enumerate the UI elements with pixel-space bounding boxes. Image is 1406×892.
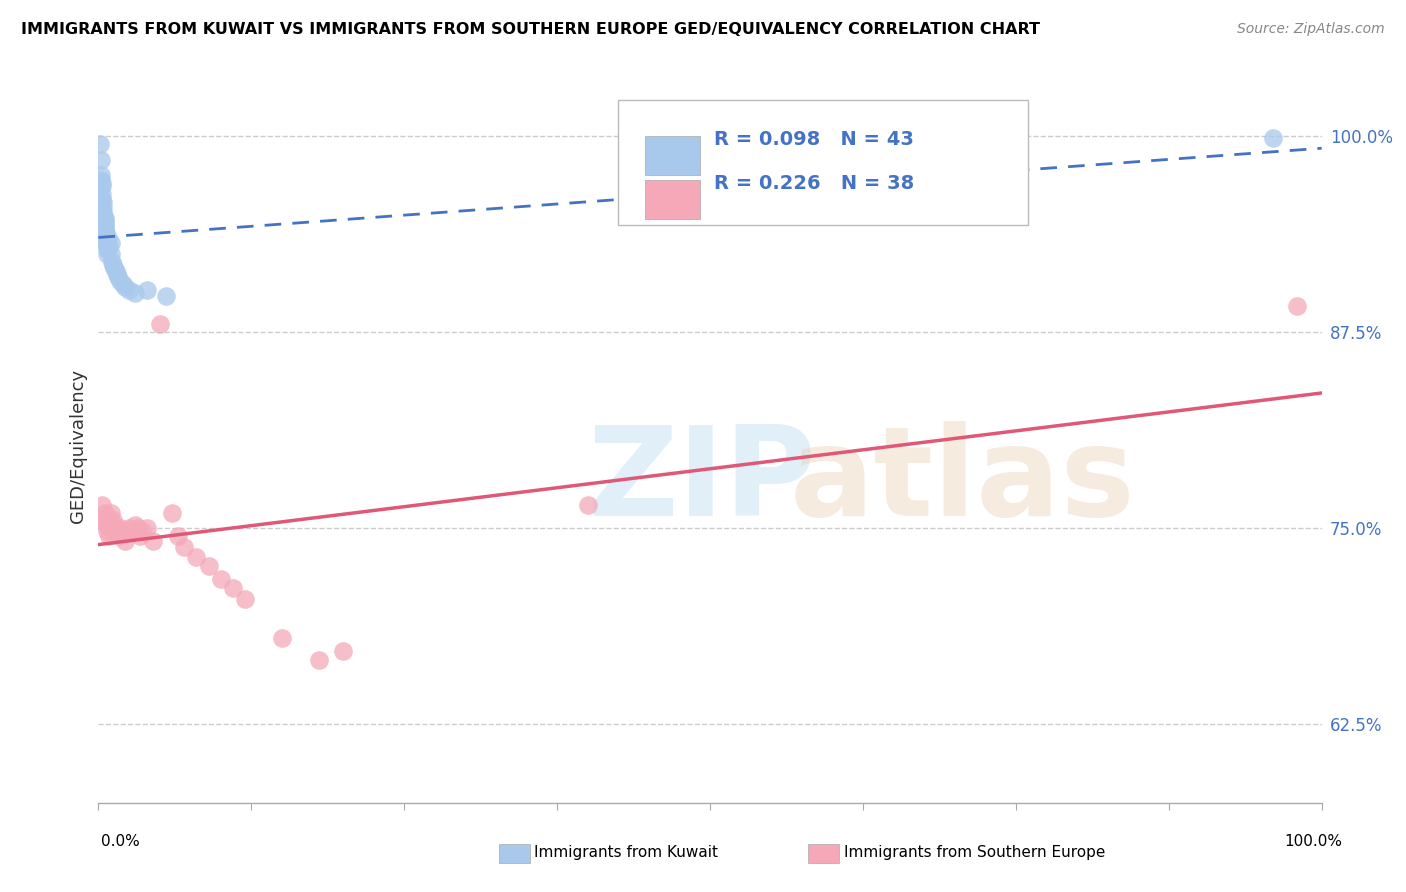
Point xyxy=(90,173,112,187)
Point xyxy=(93,214,115,228)
Point xyxy=(142,533,165,548)
Point xyxy=(91,498,114,512)
Point xyxy=(96,239,118,253)
Point xyxy=(100,247,122,261)
Point xyxy=(94,235,117,250)
Point xyxy=(97,231,120,245)
Point xyxy=(93,223,115,237)
Text: Source: ZipAtlas.com: Source: ZipAtlas.com xyxy=(1237,22,1385,37)
Point xyxy=(1286,299,1309,313)
Point xyxy=(93,506,115,520)
Point xyxy=(97,514,120,528)
Point xyxy=(114,533,136,548)
Point xyxy=(93,211,115,225)
Point xyxy=(96,247,118,261)
Y-axis label: GED/Equivalency: GED/Equivalency xyxy=(69,369,87,523)
Point xyxy=(91,176,114,190)
Point xyxy=(118,521,141,535)
Point xyxy=(209,572,232,586)
Point xyxy=(270,631,294,645)
Point xyxy=(131,524,153,539)
FancyBboxPatch shape xyxy=(645,136,700,175)
Point xyxy=(91,195,114,210)
Point xyxy=(111,524,134,539)
Point xyxy=(91,192,114,206)
Point xyxy=(155,289,177,303)
Text: R = 0.226   N = 38: R = 0.226 N = 38 xyxy=(714,174,914,193)
Point xyxy=(90,153,112,167)
Text: R = 0.098   N = 43: R = 0.098 N = 43 xyxy=(714,129,914,149)
Point xyxy=(91,204,114,219)
Text: ZIP: ZIP xyxy=(588,421,817,542)
Text: atlas: atlas xyxy=(790,421,1135,542)
Text: Immigrants from Kuwait: Immigrants from Kuwait xyxy=(534,846,718,860)
Point xyxy=(118,283,141,297)
Point xyxy=(173,540,195,554)
Point xyxy=(91,208,114,222)
Point xyxy=(98,239,121,253)
Point xyxy=(160,506,183,520)
Point xyxy=(104,264,127,278)
Point xyxy=(105,267,128,281)
Point xyxy=(97,242,120,256)
Point xyxy=(124,518,146,533)
Point xyxy=(186,549,208,564)
Point xyxy=(332,643,354,657)
Point xyxy=(1261,131,1284,145)
Point xyxy=(101,254,124,268)
Point xyxy=(121,524,143,539)
Point xyxy=(96,242,118,256)
Point xyxy=(94,227,117,241)
Point xyxy=(91,187,114,202)
Point xyxy=(167,529,190,543)
Point xyxy=(110,274,132,288)
Text: 100.0%: 100.0% xyxy=(1285,834,1343,849)
Point xyxy=(103,260,125,275)
Point xyxy=(136,521,159,535)
Point xyxy=(114,280,136,294)
Point xyxy=(91,200,114,214)
FancyBboxPatch shape xyxy=(645,180,700,219)
Point xyxy=(308,653,330,667)
Text: 0.0%: 0.0% xyxy=(101,834,141,849)
Point xyxy=(136,283,159,297)
Point xyxy=(149,318,172,332)
Point xyxy=(101,521,124,535)
Point xyxy=(233,591,256,606)
Point xyxy=(111,277,134,291)
FancyBboxPatch shape xyxy=(619,100,1028,225)
Point xyxy=(124,286,146,301)
Text: IMMIGRANTS FROM KUWAIT VS IMMIGRANTS FROM SOUTHERN EUROPE GED/EQUIVALENCY CORREL: IMMIGRANTS FROM KUWAIT VS IMMIGRANTS FRO… xyxy=(21,22,1040,37)
Text: Immigrants from Southern Europe: Immigrants from Southern Europe xyxy=(844,846,1105,860)
Point xyxy=(104,524,127,539)
Point xyxy=(197,559,219,574)
Point xyxy=(101,514,124,528)
Point xyxy=(93,220,115,235)
Point xyxy=(94,233,117,247)
Point xyxy=(107,529,129,543)
Point xyxy=(91,179,114,194)
Point xyxy=(94,518,117,533)
Point xyxy=(576,498,599,512)
Point xyxy=(89,137,111,152)
Point xyxy=(101,258,124,272)
Point xyxy=(90,169,112,183)
Point xyxy=(107,270,129,285)
Point xyxy=(91,514,114,528)
Point xyxy=(103,518,125,533)
Point xyxy=(129,529,152,543)
Point xyxy=(127,521,149,535)
Point xyxy=(100,235,122,250)
Point xyxy=(98,529,121,543)
Point xyxy=(222,581,245,595)
Point xyxy=(94,229,117,244)
Point xyxy=(100,506,122,520)
Point xyxy=(93,217,115,231)
Point xyxy=(96,524,118,539)
Point xyxy=(110,521,132,535)
